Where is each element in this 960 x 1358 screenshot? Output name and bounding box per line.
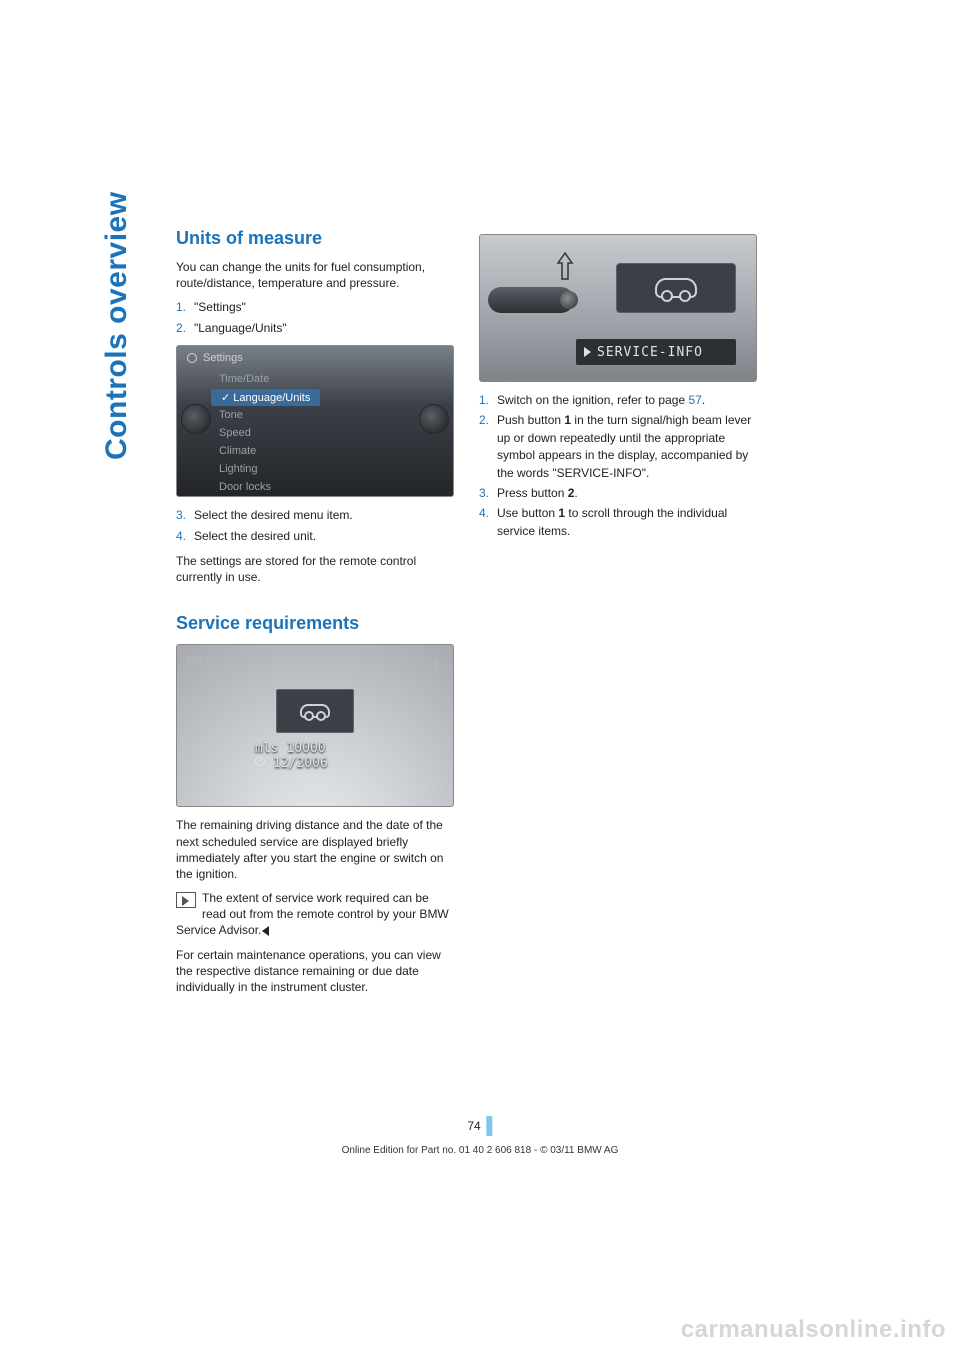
- gauge-tick: 160: [185, 701, 216, 717]
- text-fragment: Use button: [497, 506, 558, 520]
- menu-item: Time/Date: [211, 370, 453, 388]
- list-item: 4. Use button 1 to scroll through the in…: [479, 505, 757, 540]
- signal-stalk-icon: [488, 287, 574, 313]
- units-steps-list-2: 3. Select the desired menu item. 4. Select…: [176, 507, 454, 545]
- page: Controls overview Units of measure You c…: [0, 0, 960, 1358]
- note-block: The extent of service work required can …: [176, 890, 454, 939]
- service-readout: mls 10000 12/2006: [255, 741, 375, 771]
- service-paragraph-2: For certain maintenance operations, you …: [176, 947, 454, 996]
- settings-header: Settings: [177, 346, 453, 370]
- list-item: 2. "Language/Units": [176, 320, 454, 337]
- car-icon: [300, 704, 330, 718]
- units-intro-text: You can change the units for fuel consum…: [176, 259, 454, 291]
- step-text: Switch on the ignition, refer to page 57…: [497, 393, 705, 407]
- settings-screenshot: Settings Time/Date Language/Units Tone S…: [176, 345, 454, 497]
- step-number: 1.: [176, 299, 186, 316]
- menu-item: Lighting: [211, 460, 453, 478]
- list-item: 2. Push button 1 in the turn signal/high…: [479, 412, 757, 482]
- settings-header-label: Settings: [203, 352, 243, 364]
- mls-label: mls: [255, 741, 278, 756]
- gauge-tick: 1: [432, 657, 439, 671]
- turn-signal-stalk-screenshot: SERVICE-INFO: [479, 234, 757, 382]
- step-text: Press button 2.: [497, 486, 578, 500]
- menu-item: Tone: [211, 406, 453, 424]
- mls-value: 10000: [286, 741, 325, 756]
- step-number: 4.: [176, 528, 186, 545]
- step-number: 4.: [479, 505, 489, 522]
- list-item: 3. Press button 2.: [479, 485, 757, 502]
- list-item: 4. Select the desired unit.: [176, 528, 454, 545]
- service-note-text: The extent of service work required can …: [176, 890, 454, 939]
- instrument-cluster-screenshot: 220 140 160 1 mls 10000 12/2006: [176, 644, 454, 807]
- menu-item: Climate: [211, 442, 453, 460]
- heading-service-requirements: Service requirements: [176, 613, 454, 634]
- page-number-bar: [487, 1116, 493, 1136]
- list-item: 1. Switch on the ignition, refer to page…: [479, 392, 757, 409]
- step-text: Select the desired unit.: [194, 529, 316, 543]
- step-text: "Language/Units": [194, 321, 287, 335]
- gauge-scale-labels: 220 140 160: [185, 653, 216, 717]
- text-fragment: Push button: [497, 413, 564, 427]
- step-number: 2.: [176, 320, 186, 337]
- service-date: 12/2006: [273, 756, 328, 771]
- step-text: Use button 1 to scroll through the indiv…: [497, 506, 727, 537]
- step-text: "Settings": [194, 300, 246, 314]
- menu-item-selected: Language/Units: [211, 389, 320, 406]
- step-number: 3.: [479, 485, 489, 502]
- arrow-up-icon: [556, 251, 574, 281]
- step-number: 1.: [479, 392, 489, 409]
- page-number: 74: [467, 1119, 486, 1133]
- note-text-content: The extent of service work required can …: [176, 891, 449, 937]
- idrive-knob-left-icon: [181, 404, 211, 434]
- service-car-panel: [276, 689, 354, 733]
- step-number: 2.: [479, 412, 489, 429]
- step-text: Select the desired menu item.: [194, 508, 353, 522]
- menu-item: Door locks: [211, 478, 453, 496]
- list-item: 3. Select the desired menu item.: [176, 507, 454, 524]
- clock-icon: [255, 756, 265, 766]
- heading-units-of-measure: Units of measure: [176, 228, 454, 249]
- note-icon: [176, 892, 196, 908]
- list-item: 1. "Settings": [176, 299, 454, 316]
- step-text: Push button 1 in the turn signal/high be…: [497, 413, 751, 479]
- right-steps-list: 1. Switch on the ignition, refer to page…: [479, 392, 757, 540]
- footer-text: Online Edition for Part no. 01 40 2 606 …: [342, 1145, 619, 1156]
- menu-item: Speed: [211, 424, 453, 442]
- watermark: carmanualsonline.info: [681, 1316, 946, 1344]
- units-outro-text: The settings are stored for the remote c…: [176, 553, 454, 585]
- gauge-tick: 220: [185, 653, 216, 669]
- page-link[interactable]: 57: [688, 393, 701, 407]
- text-fragment: .: [574, 486, 577, 500]
- text-fragment: Press button: [497, 486, 568, 500]
- display-panel: [616, 263, 736, 313]
- right-column: SERVICE-INFO 1. Switch on the ignition, …: [479, 228, 757, 548]
- gear-icon: [187, 353, 197, 363]
- left-column: Units of measure You can change the unit…: [176, 228, 454, 1003]
- text-fragment: Switch on the ignition, refer to page: [497, 393, 688, 407]
- settings-menu: Time/Date Language/Units Tone Speed Clim…: [177, 370, 453, 496]
- note-end-icon: [262, 926, 269, 936]
- text-fragment: .: [702, 393, 705, 407]
- idrive-knob-right-icon: [419, 404, 449, 434]
- page-number-wrap: 74: [467, 1116, 492, 1136]
- car-icon: [655, 278, 697, 298]
- section-side-label: Controls overview: [100, 191, 134, 460]
- service-info-bar: SERVICE-INFO: [576, 339, 736, 365]
- service-paragraph-1: The remaining driving distance and the d…: [176, 817, 454, 882]
- gauge-tick: 140: [185, 669, 216, 685]
- service-info-label: SERVICE-INFO: [597, 345, 703, 360]
- step-number: 3.: [176, 507, 186, 524]
- triangle-right-icon: [584, 347, 591, 357]
- units-steps-list-1: 1. "Settings" 2. "Language/Units": [176, 299, 454, 337]
